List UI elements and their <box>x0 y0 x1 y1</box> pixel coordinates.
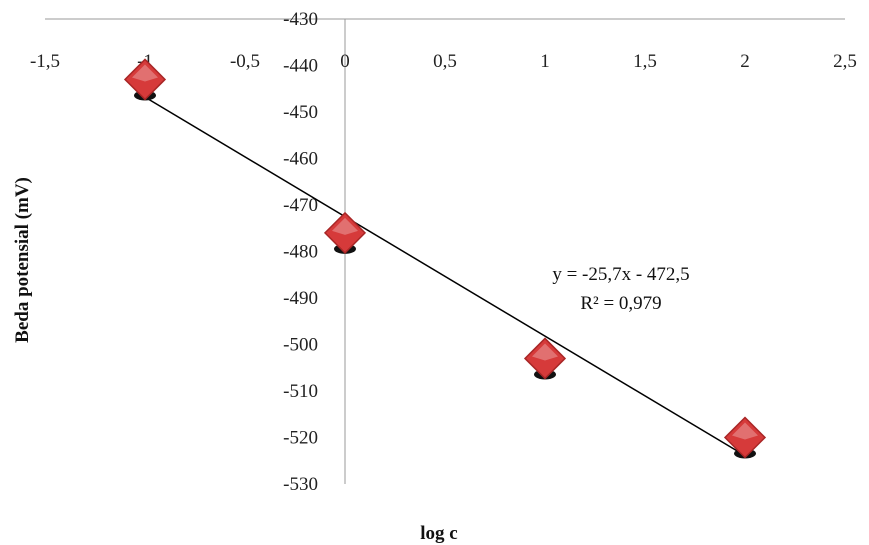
y-tick-label: -520 <box>283 428 318 449</box>
y-tick-label: -530 <box>283 474 318 495</box>
data-point-highlight <box>532 343 558 361</box>
y-tick-label: -430 <box>283 9 318 30</box>
data-point <box>723 416 767 459</box>
data-point <box>123 58 167 101</box>
data-points <box>123 58 767 459</box>
data-point-marker <box>123 58 167 101</box>
trendline-r-squared: R² = 0,979 <box>580 293 661 314</box>
data-point-highlight <box>132 64 158 82</box>
data-point <box>323 211 367 254</box>
y-tick-label: -450 <box>283 102 318 123</box>
y-tick-label: -440 <box>283 56 318 77</box>
x-tick-label: 0,5 <box>433 51 457 72</box>
y-tick-labels: -430 -440 -450 -460 -470 -480 -490 -500 -510 -520… <box>283 9 318 495</box>
trendline-equation: y = -25,7x - 472,5 <box>552 264 689 285</box>
y-tick-label: -470 <box>283 195 318 216</box>
trendline <box>144 96 746 457</box>
x-tick-label: 1,5 <box>633 51 657 72</box>
trendline-group <box>144 96 746 457</box>
y-tick-label: -460 <box>283 149 318 170</box>
data-point-marker <box>323 211 367 254</box>
x-axis-title: log c <box>420 523 457 544</box>
data-point <box>523 337 567 380</box>
data-point-marker <box>523 337 567 380</box>
y-tick-label: -500 <box>283 335 318 356</box>
y-axis-title: Beda potensial (mV) <box>12 177 33 343</box>
data-point-highlight <box>332 217 358 235</box>
x-tick-label: -1,5 <box>30 51 60 72</box>
x-tick-label: 2 <box>740 51 750 72</box>
x-tick-label: 1 <box>540 51 550 72</box>
data-point-marker <box>723 416 767 459</box>
y-tick-label: -510 <box>283 381 318 402</box>
x-tick-label: 0 <box>340 51 350 72</box>
data-point-highlight <box>732 422 758 440</box>
axes <box>45 18 845 484</box>
x-tick-label: -0,5 <box>230 51 260 72</box>
x-tick-label: 2,5 <box>833 51 857 72</box>
y-tick-label: -480 <box>283 242 318 263</box>
y-tick-label: -490 <box>283 288 318 309</box>
